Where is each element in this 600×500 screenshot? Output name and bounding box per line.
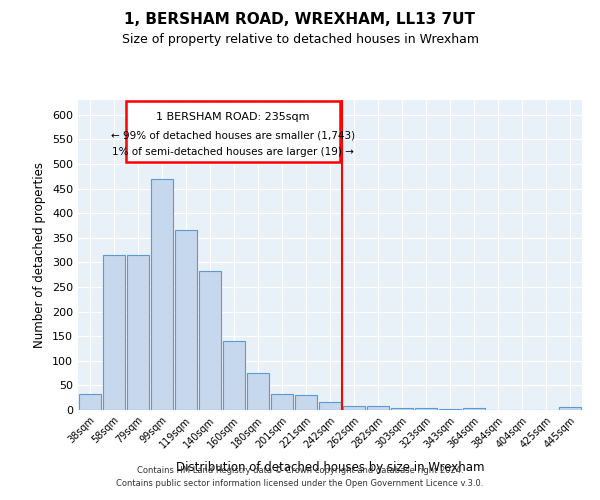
Bar bbox=[199, 270, 221, 410]
Bar bbox=[127, 255, 149, 410]
Text: 1, BERSHAM ROAD, WREXHAM, LL13 7UT: 1, BERSHAM ROAD, WREXHAM, LL13 7UT bbox=[125, 12, 476, 28]
Bar bbox=[391, 408, 413, 410]
Bar bbox=[175, 230, 197, 410]
Bar bbox=[439, 408, 461, 410]
Text: 1% of semi-detached houses are larger (19) →: 1% of semi-detached houses are larger (1… bbox=[112, 146, 354, 156]
Text: Size of property relative to detached houses in Wrexham: Size of property relative to detached ho… bbox=[121, 32, 479, 46]
Text: Contains HM Land Registry data © Crown copyright and database right 2024.
Contai: Contains HM Land Registry data © Crown c… bbox=[116, 466, 484, 487]
Bar bbox=[295, 395, 317, 410]
Text: 1 BERSHAM ROAD: 235sqm: 1 BERSHAM ROAD: 235sqm bbox=[156, 112, 310, 122]
Bar bbox=[223, 341, 245, 410]
Bar bbox=[367, 406, 389, 410]
Bar bbox=[319, 402, 341, 410]
Bar bbox=[79, 394, 101, 410]
Bar bbox=[463, 408, 485, 410]
Bar bbox=[151, 178, 173, 410]
X-axis label: Distribution of detached houses by size in Wrexham: Distribution of detached houses by size … bbox=[176, 461, 484, 474]
Bar bbox=[271, 394, 293, 410]
Bar bbox=[559, 407, 581, 410]
Bar bbox=[247, 373, 269, 410]
Bar bbox=[415, 408, 437, 410]
Bar bbox=[103, 255, 125, 410]
Bar bbox=[343, 406, 365, 410]
FancyBboxPatch shape bbox=[126, 101, 340, 162]
Y-axis label: Number of detached properties: Number of detached properties bbox=[34, 162, 46, 348]
Text: ← 99% of detached houses are smaller (1,743): ← 99% of detached houses are smaller (1,… bbox=[111, 130, 355, 140]
